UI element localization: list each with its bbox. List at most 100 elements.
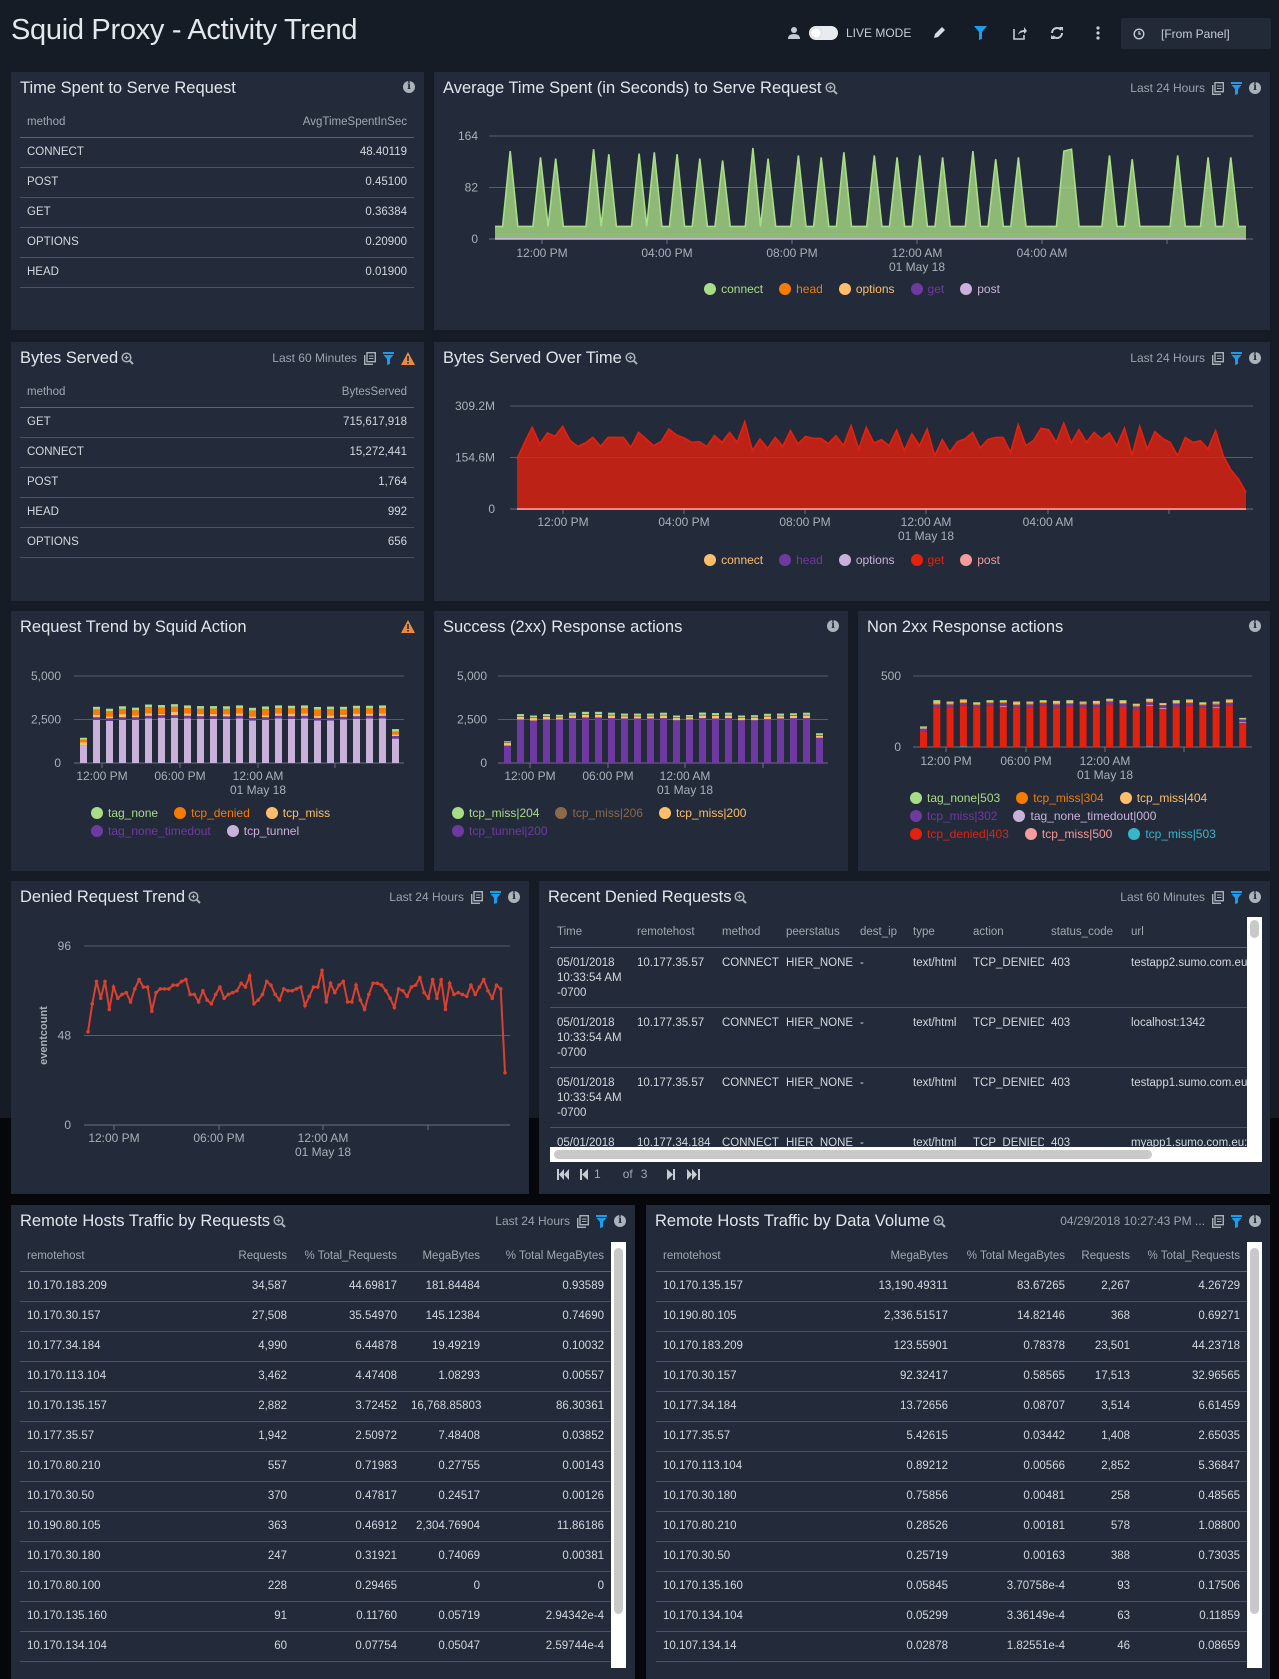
bar-segment-tcp_denied|403[interactable] <box>920 731 927 747</box>
bar-segment-tcp_miss[interactable] <box>119 714 126 718</box>
bar-segment-tag_none[interactable] <box>340 706 347 710</box>
bar-segment-tcp_tunnel[interactable] <box>93 719 100 763</box>
data-point[interactable] <box>94 979 99 984</box>
data-point[interactable] <box>273 992 278 997</box>
bar-segment-tcp_denied|403[interactable] <box>1066 706 1074 747</box>
data-point[interactable] <box>137 977 141 982</box>
data-point[interactable] <box>362 1007 367 1012</box>
bar-segment-tcp_miss|204[interactable] <box>556 714 563 717</box>
bar-segment-tag_none_timedout[interactable] <box>119 717 126 720</box>
legend-item[interactable]: connect <box>704 282 763 296</box>
bar-segment-tag_none_timedout[interactable] <box>327 717 334 721</box>
data-point[interactable] <box>405 994 409 999</box>
bar-segment-tcp_denied[interactable] <box>353 708 360 714</box>
info-icon[interactable]: i <box>1249 82 1261 94</box>
data-point[interactable] <box>226 992 231 997</box>
data-point[interactable] <box>452 992 456 997</box>
bar-segment-tag_none_timedout[interactable] <box>93 717 100 720</box>
bar-segment-tcp_miss|404[interactable] <box>1119 700 1127 703</box>
legend-item[interactable]: head <box>779 553 823 567</box>
data-point[interactable] <box>477 985 482 989</box>
data-point[interactable] <box>124 990 129 995</box>
data-point[interactable] <box>222 996 226 1001</box>
bar-segment-tcp_miss|404[interactable] <box>1172 700 1180 703</box>
bar-segment-tcp_miss|302[interactable] <box>986 702 994 706</box>
data-point[interactable] <box>90 1002 95 1006</box>
filter-icon[interactable] <box>1231 1214 1242 1228</box>
bar-segment-tcp_tunnel[interactable] <box>210 718 217 763</box>
data-point[interactable] <box>324 1000 329 1004</box>
bar-segment-tcp_tunnel[interactable] <box>145 718 152 763</box>
column-header[interactable]: Time <box>550 917 630 948</box>
bar-segment-tcp_miss[interactable] <box>275 713 282 716</box>
bar-segment-tcp_miss|200[interactable] <box>790 715 797 719</box>
horizontal-scrollbar[interactable] <box>550 1147 1247 1162</box>
bar-segment-tcp_miss|404[interactable] <box>999 700 1007 703</box>
data-point[interactable] <box>260 992 265 997</box>
bar-segment-tcp_miss|200[interactable] <box>764 716 771 720</box>
bar-segment-tcp_denied[interactable] <box>223 708 230 715</box>
data-point[interactable] <box>120 992 124 997</box>
bar-segment-tag_none|503[interactable] <box>1066 700 1074 701</box>
bar-segment-tag_none[interactable] <box>379 705 386 709</box>
more-icon[interactable] <box>1095 18 1101 48</box>
data-point[interactable] <box>281 987 286 991</box>
bar-segment-tcp_miss|200[interactable] <box>803 715 810 719</box>
bar-segment-tcp_denied[interactable] <box>93 709 100 715</box>
data-point[interactable] <box>409 985 414 989</box>
bar-segment-tcp_miss|206[interactable] <box>699 714 706 716</box>
bar-segment-tcp_miss|302[interactable] <box>933 704 941 708</box>
bar-segment-tag_none[interactable] <box>288 705 295 709</box>
bar-segment-tcp_miss[interactable] <box>379 713 386 716</box>
bar-segment-tcp_miss|304[interactable] <box>1146 701 1154 703</box>
bar-segment-tcp_miss|200[interactable] <box>673 717 680 721</box>
data-point[interactable] <box>213 992 218 997</box>
bar-segment-tcp_miss|204[interactable] <box>803 712 810 715</box>
bar-segment-tcp_miss|302[interactable] <box>1212 704 1220 708</box>
bar-segment-tcp_miss|206[interactable] <box>543 716 550 717</box>
bar-segment-tcp_miss|404[interactable] <box>920 727 927 729</box>
bar-segment-tcp_tunnel[interactable] <box>119 719 126 763</box>
bar-segment-tcp_miss|206[interactable] <box>751 716 758 718</box>
bar-segment-tcp_tunnel[interactable] <box>379 718 386 763</box>
scrollbar-thumb[interactable] <box>554 1150 1152 1159</box>
bar-segment-tcp_miss|304[interactable] <box>933 703 941 705</box>
bar-segment-tcp_miss|206[interactable] <box>556 716 563 718</box>
bar-segment-tag_none[interactable] <box>93 706 100 710</box>
bar-segment-tcp_miss|404[interactable] <box>1092 701 1100 704</box>
bar-segment-tcp_tunnel|200[interactable] <box>608 718 615 763</box>
bar-segment-tcp_denied|403[interactable] <box>973 707 981 747</box>
zoom-icon[interactable] <box>933 1215 946 1228</box>
bar-segment-tag_none[interactable] <box>236 705 243 709</box>
bar-segment-tcp_miss|200[interactable] <box>725 715 732 719</box>
bar-segment-tag_none|503[interactable] <box>1039 700 1047 701</box>
pencil-icon[interactable] <box>931 18 947 48</box>
data-point[interactable] <box>158 987 163 991</box>
legend-item[interactable]: post <box>960 282 1000 296</box>
data-point[interactable] <box>486 988 490 993</box>
bar-segment-tag_none_timedout|000[interactable] <box>1239 722 1247 723</box>
scrollbar-thumb[interactable] <box>1250 1248 1259 1614</box>
bar-segment-tcp_denied[interactable] <box>392 731 399 735</box>
data-point[interactable] <box>201 988 205 993</box>
bar-segment-tcp_miss|503[interactable] <box>1146 746 1154 748</box>
bar-segment-tag_none[interactable] <box>132 707 139 711</box>
vertical-scrollbar[interactable] <box>611 1242 626 1668</box>
time-range-selector[interactable]: [From Panel] <box>1121 18 1271 49</box>
bar-segment-tcp_tunnel[interactable] <box>288 718 295 763</box>
bar-segment-tcp_miss|200[interactable] <box>595 714 602 718</box>
bar-segment-tcp_tunnel|200[interactable] <box>543 719 550 764</box>
bar-segment-tcp_miss|302[interactable] <box>1239 719 1247 723</box>
data-point[interactable] <box>150 1009 154 1014</box>
bar-segment-tag_none[interactable] <box>249 707 256 711</box>
bar-segment-tcp_miss|404[interactable] <box>1225 700 1233 703</box>
bar-segment-tcp_miss|302[interactable] <box>1186 702 1193 706</box>
column-header[interactable]: % Total MegaBytes <box>487 1242 611 1272</box>
bar-segment-tcp_tunnel|200[interactable] <box>556 719 563 764</box>
bar-segment-tcp_denied[interactable] <box>340 709 347 715</box>
data-point[interactable] <box>439 977 443 982</box>
bar-segment-tcp_denied|403[interactable] <box>1092 707 1100 747</box>
bar-segment-tcp_miss[interactable] <box>262 715 269 718</box>
data-point[interactable] <box>141 985 146 989</box>
bar-segment-tcp_tunnel[interactable] <box>171 717 178 763</box>
